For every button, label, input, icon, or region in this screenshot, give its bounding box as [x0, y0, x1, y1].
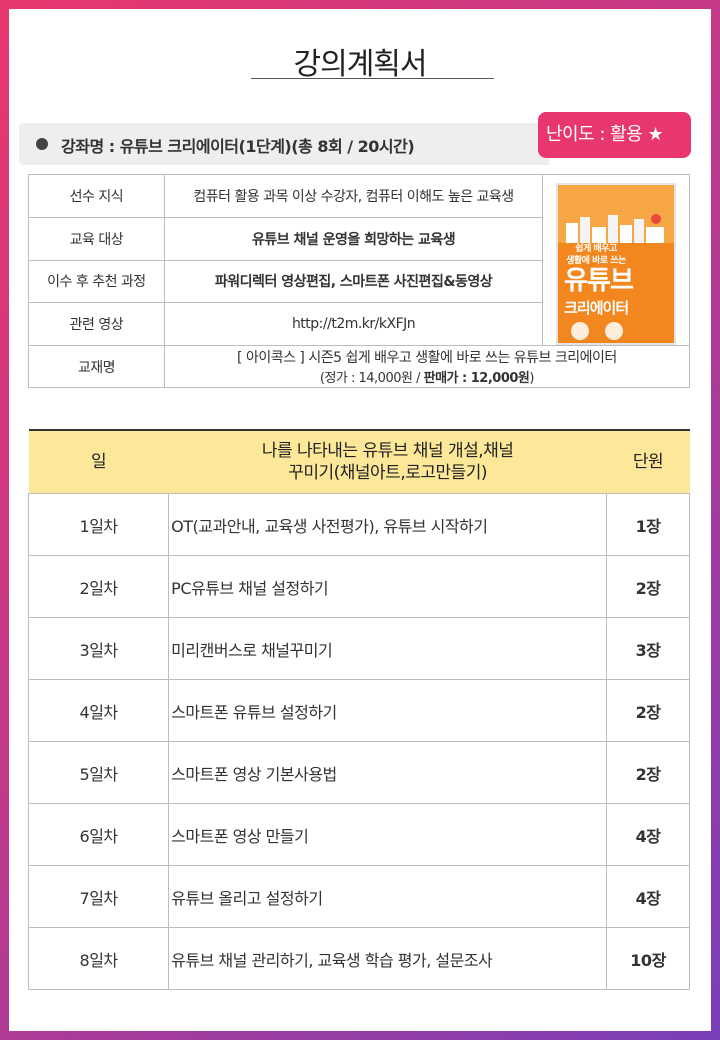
- info-value: 컴퓨터 활용 과목 이상 수강자, 컴퓨터 이해도 높은 교육생: [163, 174, 544, 218]
- cover-illustration: [558, 185, 675, 243]
- info-label: 교재명: [28, 345, 165, 388]
- cover-badges-icon: [571, 322, 624, 340]
- day-cell: 8일차: [27, 927, 170, 990]
- info-row: 교재명 [ 아이콕스 ] 시즌5 쉽게 배우고 생활에 바로 쓰는 유튜브 크리…: [28, 345, 691, 388]
- day-cell: 2일차: [27, 555, 170, 618]
- info-label: 관련 영상: [28, 302, 165, 346]
- header-content-line1: 나를 나타내는 유튜브 채널 개설,채널: [261, 441, 514, 461]
- info-label: 이수 후 추천 과정: [28, 259, 165, 304]
- table-row: 6일차 스마트폰 영상 만들기 4장: [27, 803, 690, 866]
- page-title: 강의계획서: [293, 47, 428, 82]
- info-row: 교육 대상 유튜브 채널 운영을 희망하는 교육생: [28, 216, 690, 261]
- unit-cell: 4장: [606, 803, 690, 866]
- unit-cell: 4장: [606, 865, 690, 928]
- table-row: 8일차 유튜브 채널 관리하기, 교육생 학습 평가, 설문조사 10장: [27, 927, 690, 990]
- table-row: 2일차 PC유튜브 채널 설정하기 2장: [27, 555, 690, 618]
- table-row: 1일차 OT(교과안내, 교육생 사전평가), 유튜브 시작하기 1장: [27, 493, 690, 556]
- table-row: 4일차 스마트폰 유튜브 설정하기 2장: [27, 679, 690, 742]
- info-row: 이수 후 추천 과정 파워디렉터 영상편집, 스마트폰 사진편집&동영상: [28, 259, 690, 304]
- course-name-bar: 강좌명 : 유튜브 크리에이터(1단계)(총 8회 / 20시간): [19, 123, 549, 165]
- textbook-title: [ 아이콕스 ] 시즌5 쉽게 배우고 생활에 바로 쓰는 유튜브 크리에이터: [237, 350, 617, 366]
- info-value: 파워디렉터 영상편집, 스마트폰 사진편집&동영상: [163, 259, 544, 304]
- unit-cell: 10장: [606, 927, 690, 990]
- content-cell: 미리캔버스로 채널꾸미기: [168, 617, 608, 680]
- textbook-cover-image: 쉽게 배우고 생활에 바로 쓰는 유튜브 크리에이터: [556, 183, 677, 345]
- textbook-value: [ 아이콕스 ] 시즌5 쉽게 배우고 생활에 바로 쓰는 유튜브 크리에이터 …: [163, 345, 691, 388]
- cover-tagline: 쉽게 배우고 생활에 바로 쓰는: [566, 243, 626, 267]
- unit-cell: 3장: [606, 617, 690, 680]
- day-cell: 3일차: [27, 617, 170, 680]
- header-day: 일: [28, 429, 169, 494]
- unit-cell: 1장: [606, 493, 690, 556]
- course-info-table: 선수 지식 컴퓨터 활용 과목 이상 수강자, 컴퓨터 이해도 높은 교육생: [28, 174, 691, 388]
- content-cell: OT(교과안내, 교육생 사전평가), 유튜브 시작하기: [168, 493, 608, 556]
- content-cell: PC유튜브 채널 설정하기: [168, 555, 608, 618]
- info-value: 유튜브 채널 운영을 희망하는 교육생: [163, 216, 544, 261]
- content-cell: 스마트폰 유튜브 설정하기: [168, 679, 608, 742]
- info-row: 관련 영상 http://t2m.kr/kXFJn: [28, 302, 690, 346]
- cover-subtitle: 크리에이터: [564, 299, 629, 317]
- day-cell: 4일차: [27, 679, 170, 742]
- unit-cell: 2장: [606, 555, 690, 618]
- info-label: 선수 지식: [28, 174, 165, 218]
- document-frame: 강의계획서 강좌명 : 유튜브 크리에이터(1단계)(총 8회 / 20시간) …: [9, 9, 711, 1031]
- course-name: 강좌명 : 유튜브 크리에이터(1단계)(총 8회 / 20시간): [61, 137, 415, 156]
- title-underline: [251, 78, 494, 79]
- city-skyline-icon: [566, 214, 665, 243]
- day-cell: 1일차: [27, 493, 170, 556]
- bullet-icon: [36, 138, 48, 150]
- cover-tagline-line2: 생활에 바로 쓰는: [566, 256, 626, 266]
- schedule-table: 일 나를 나타내는 유튜브 채널 개설,채널 꾸미기(채널아트,로고만들기) 단…: [27, 429, 690, 990]
- content-cell: 스마트폰 영상 기본사용법: [168, 741, 608, 804]
- price-close: ): [529, 371, 534, 386]
- table-row: 5일차 스마트폰 영상 기본사용법 2장: [27, 741, 690, 804]
- header-content-line2: 꾸미기(채널아트,로고만들기): [288, 463, 488, 483]
- cover-tagline-line1: 쉽게 배우고: [575, 244, 617, 254]
- info-label: 교육 대상: [28, 216, 165, 261]
- header-content: 나를 나타내는 유튜브 채널 개설,채널 꾸미기(채널아트,로고만들기): [168, 429, 607, 494]
- cover-title: 유튜브: [564, 266, 634, 296]
- table-row: 3일차 미리캔버스로 채널꾸미기 3장: [27, 617, 690, 680]
- unit-cell: 2장: [606, 741, 690, 804]
- content-cell: 유튜브 채널 관리하기, 교육생 학습 평가, 설문조사: [168, 927, 608, 990]
- content-cell: 유튜브 올리고 설정하기: [168, 865, 608, 928]
- textbook-cover-cell: 쉽게 배우고 생활에 바로 쓰는 유튜브 크리에이터: [542, 174, 690, 346]
- content-cell: 스마트폰 영상 만들기: [168, 803, 608, 866]
- list-price: (정가 : 14,000원 /: [319, 371, 424, 386]
- header-unit: 단원: [606, 429, 690, 494]
- textbook-price: (정가 : 14,000원 / 판매가 : 12,000원): [171, 367, 683, 386]
- table-row: 7일차 유튜브 올리고 설정하기 4장: [27, 865, 690, 928]
- info-row: 선수 지식 컴퓨터 활용 과목 이상 수강자, 컴퓨터 이해도 높은 교육생: [28, 174, 690, 346]
- schedule-header-row: 일 나를 나타내는 유튜브 채널 개설,채널 꾸미기(채널아트,로고만들기) 단…: [28, 429, 690, 494]
- difficulty-badge: 난이도 : 활용 ★: [538, 112, 691, 158]
- day-cell: 7일차: [27, 865, 170, 928]
- related-video-link[interactable]: http://t2m.kr/kXFJn: [163, 302, 544, 346]
- unit-cell: 2장: [606, 679, 690, 742]
- day-cell: 6일차: [27, 803, 170, 866]
- sale-price: 판매가 : 12,000원: [423, 371, 530, 386]
- day-cell: 5일차: [27, 741, 170, 804]
